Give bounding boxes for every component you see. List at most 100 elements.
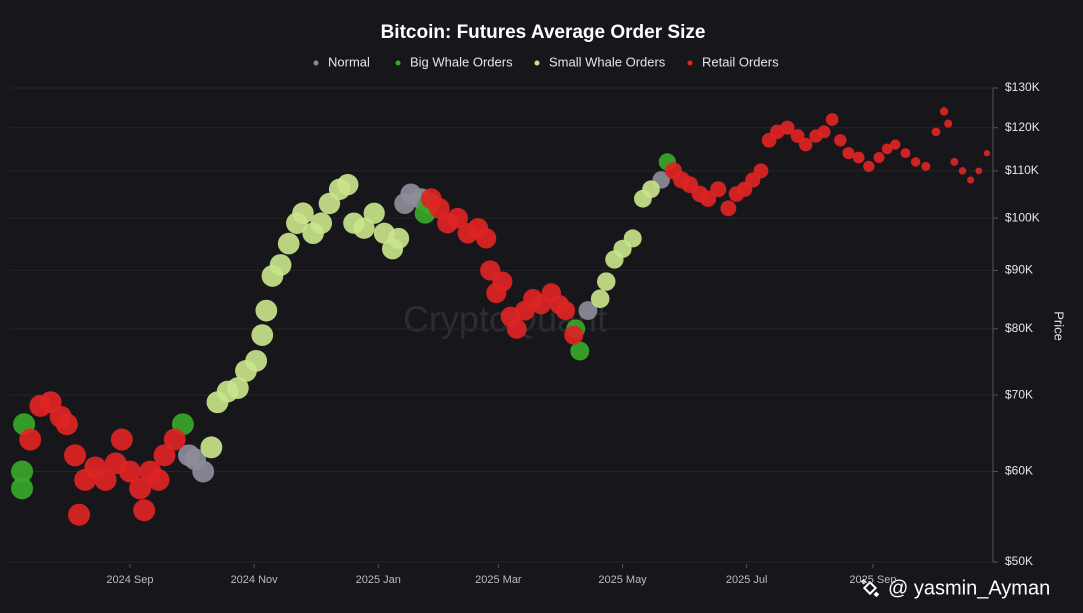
point <box>578 301 598 320</box>
y-tick-label: $90K <box>1005 263 1033 277</box>
point <box>753 163 769 179</box>
point <box>825 113 839 126</box>
point <box>200 436 223 459</box>
point <box>192 460 215 483</box>
legend-marker <box>313 60 319 66</box>
chart-title: Bitcoin: Futures Average Order Size <box>381 22 706 43</box>
point <box>710 181 727 198</box>
point <box>863 160 875 173</box>
legend-marker <box>534 60 540 66</box>
point <box>153 444 176 467</box>
x-tick-label: 2024 Sep <box>106 574 153 586</box>
point <box>780 120 795 135</box>
y-tick-label: $120K <box>1005 120 1040 134</box>
y-tick-label: $130K <box>1005 80 1040 94</box>
point <box>623 229 642 248</box>
point <box>834 134 847 147</box>
y-tick-label: $60K <box>1005 464 1033 478</box>
point <box>476 228 497 249</box>
point <box>492 271 513 292</box>
legend-label: Retail Orders <box>702 54 779 69</box>
point <box>55 413 78 436</box>
x-tick-label: 2025 May <box>598 574 647 586</box>
x-tick-label: 2025 Mar <box>475 574 522 586</box>
points <box>11 107 991 526</box>
point <box>931 127 941 137</box>
y-tick-label: $80K <box>1005 321 1033 335</box>
point <box>388 227 410 249</box>
point <box>269 254 292 276</box>
point <box>68 503 91 526</box>
point <box>447 207 468 229</box>
point <box>163 428 186 451</box>
legend-marker <box>687 60 693 66</box>
point <box>950 158 959 166</box>
legend-label: Small Whale Orders <box>549 54 666 69</box>
point <box>292 202 314 225</box>
point <box>94 468 117 491</box>
legend-label: Normal <box>328 54 370 69</box>
point <box>255 299 278 322</box>
y-tick-label: $100K <box>1005 210 1040 224</box>
x-tick-label: 2025 Jan <box>356 574 401 586</box>
point <box>11 460 34 483</box>
y-tick-label: $70K <box>1005 387 1033 401</box>
point <box>310 212 333 234</box>
point <box>506 318 527 339</box>
point <box>940 107 949 116</box>
point <box>873 152 885 164</box>
point <box>852 151 865 164</box>
point <box>900 148 911 159</box>
point <box>110 428 133 451</box>
point <box>790 129 805 143</box>
point <box>245 349 268 372</box>
point <box>11 477 34 500</box>
point <box>564 325 584 345</box>
credit: @ yasmin_Ayman <box>850 571 1083 607</box>
point <box>881 143 893 155</box>
point <box>570 341 590 361</box>
point <box>720 200 737 217</box>
grid <box>10 87 993 563</box>
legend-label: Big Whale Orders <box>410 54 513 69</box>
point <box>842 147 855 160</box>
icon-square <box>862 580 878 596</box>
point <box>555 301 576 321</box>
point <box>251 324 274 346</box>
point <box>699 190 717 207</box>
credit-background <box>850 571 1083 607</box>
y-axis-title: Price <box>1052 311 1067 341</box>
point <box>63 444 86 467</box>
point <box>363 202 385 224</box>
point <box>118 460 141 483</box>
y-tick-label: $50K <box>1005 554 1033 568</box>
x-tick-label: 2024 Nov <box>231 574 279 586</box>
x-tick-label: 2025 Jul <box>726 574 768 586</box>
point <box>19 428 42 451</box>
point <box>798 137 813 152</box>
point <box>958 167 967 175</box>
point <box>597 272 616 291</box>
point <box>890 139 901 150</box>
point <box>277 232 300 255</box>
point <box>921 161 931 171</box>
point <box>133 499 156 522</box>
point <box>910 157 921 167</box>
point <box>353 217 375 239</box>
point <box>967 176 975 184</box>
point <box>147 468 170 491</box>
point <box>337 173 359 196</box>
point <box>975 167 983 175</box>
point <box>642 180 660 199</box>
x-tick-label: 2025 Sep <box>849 574 896 586</box>
point <box>944 119 953 128</box>
point <box>590 289 610 309</box>
y-tick-label: $110K <box>1005 163 1039 177</box>
credit-text: @ yasmin_Ayman <box>888 577 1050 599</box>
point <box>983 150 991 157</box>
point <box>129 477 152 500</box>
point <box>226 377 249 399</box>
legend-marker <box>395 60 401 66</box>
point <box>817 125 831 139</box>
